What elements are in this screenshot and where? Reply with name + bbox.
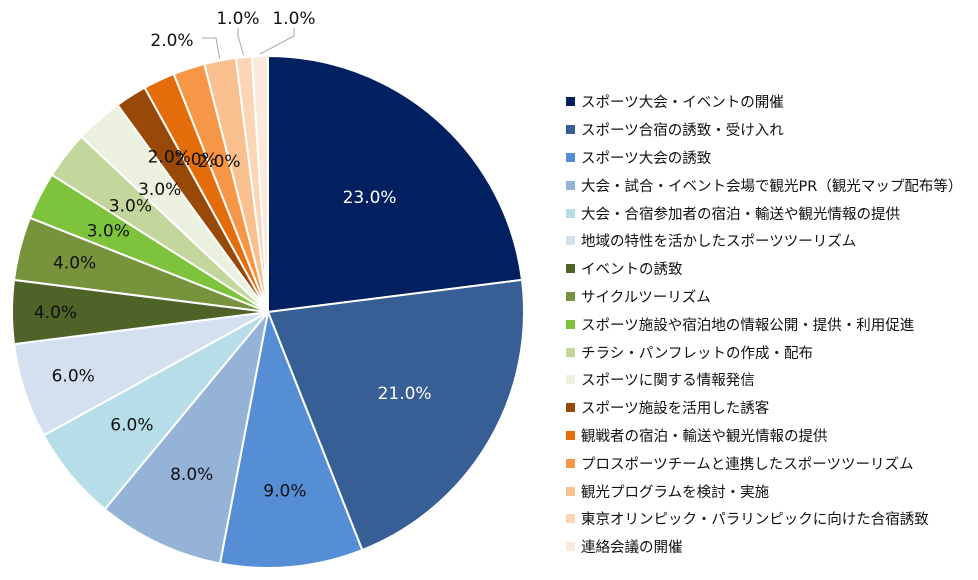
legend-swatch	[566, 236, 575, 246]
legend-label: サイクルツーリズム	[581, 289, 711, 306]
legend-item: スポーツ施設を活用した誘客	[566, 394, 962, 422]
legend-item: スポーツ大会の誘致	[566, 144, 962, 172]
legend-swatch	[566, 208, 575, 218]
pie-slice	[267, 54, 524, 314]
legend-item: 連絡会議の開催	[566, 533, 962, 561]
data-label: 21.0%	[378, 384, 432, 404]
data-label: 2.0%	[148, 147, 191, 167]
pie-slice	[218, 308, 364, 569]
leader-line	[237, 28, 245, 56]
legend-item: イベントの誘致	[566, 255, 962, 283]
data-label: 1.0%	[216, 9, 259, 29]
legend-swatch	[566, 458, 575, 468]
legend-item: スポーツ施設や宿泊地の情報公開・提供・利用促進	[566, 310, 962, 338]
data-label: 23.0%	[343, 188, 397, 208]
legend-label: スポーツ合宿の誘致・受け入れ	[581, 123, 784, 140]
legend-label: スポーツに関する情報発信	[581, 373, 755, 390]
data-label: 4.0%	[53, 253, 96, 273]
legend-swatch	[566, 403, 575, 413]
legend-label: スポーツ施設や宿泊地の情報公開・提供・利用促進	[581, 317, 915, 334]
legend-swatch	[566, 97, 575, 107]
data-label: 2.0%	[174, 150, 217, 170]
legend-swatch	[566, 347, 575, 357]
pie-slice	[103, 311, 269, 565]
pie-slices	[11, 54, 525, 569]
legend-item: 東京オリンピック・パラリンピックに向けた合宿誘致	[566, 505, 962, 533]
data-label: 3.0%	[87, 222, 130, 242]
legend-item: チラシ・パンフレットの作成・配布	[566, 338, 962, 366]
legend-swatch	[566, 514, 575, 524]
data-label: 8.0%	[170, 465, 213, 485]
data-label: 2.0%	[197, 152, 240, 172]
legend-item: スポーツ大会・イベントの開催	[566, 88, 962, 116]
legend-swatch	[566, 319, 575, 329]
data-label: 9.0%	[263, 481, 306, 501]
legend-label: 観光プログラムを検討・実施	[581, 484, 770, 501]
legend-label: 地域の特性を活かしたスポーツツーリズム	[581, 234, 857, 251]
data-label: 6.0%	[52, 366, 95, 386]
legend-label: スポーツ大会の誘致	[581, 150, 712, 167]
legend-label: スポーツ施設を活用した誘客	[581, 401, 770, 418]
data-label: 6.0%	[110, 416, 153, 436]
legend-label: スポーツ大会・イベントの開催	[581, 95, 784, 112]
legend-item: スポーツに関する情報発信	[566, 366, 962, 394]
legend-swatch	[566, 542, 575, 552]
legend-swatch	[566, 375, 575, 385]
data-label: 3.0%	[138, 180, 181, 200]
legend: スポーツ大会・イベントの開催 スポーツ合宿の誘致・受け入れ スポーツ大会の誘致大会・…	[566, 88, 962, 561]
legend-swatch	[566, 486, 575, 496]
pie-slice	[266, 278, 525, 552]
legend-swatch	[566, 291, 575, 301]
legend-label: 東京オリンピック・パラリンピックに向けた合宿誘致	[581, 512, 929, 529]
legend-item: 地域の特性を活かしたスポーツツーリズム	[566, 227, 962, 255]
legend-swatch	[566, 430, 575, 440]
legend-item: プロスポーツチームと連携したスポーツツーリズム	[566, 449, 962, 477]
legend-label: イベントの誘致	[581, 262, 683, 279]
leader-lines	[202, 28, 295, 59]
legend-item: 観光プログラムを検討・実施	[566, 477, 962, 505]
legend-label: 観戦者の宿泊・輸送や観光情報の提供	[581, 428, 828, 445]
legend-item: 大会・試合・イベント会場で観光PR（観光マップ配布等）	[566, 171, 962, 199]
pie-slice	[250, 54, 269, 313]
data-label: 3.0%	[109, 196, 152, 216]
legend-label: 大会・試合・イベント会場で観光PR（観光マップ配布等）	[581, 178, 963, 195]
legend-swatch	[566, 180, 575, 190]
legend-item: 大会・合宿参加者の宿泊・輸送や観光情報の提供	[566, 199, 962, 227]
data-label: 1.0%	[272, 9, 315, 29]
legend-label: 大会・合宿参加者の宿泊・輸送や観光情報の提供	[581, 206, 900, 223]
legend-label: プロスポーツチームと連携したスポーツツーリズム	[581, 456, 914, 473]
legend-swatch	[566, 264, 575, 274]
legend-item: 観戦者の宿泊・輸送や観光情報の提供	[566, 422, 962, 450]
data-label: 4.0%	[34, 303, 77, 323]
legend-swatch	[566, 125, 575, 135]
leader-line	[202, 37, 221, 59]
leader-line	[259, 28, 295, 55]
legend-item: スポーツ合宿の誘致・受け入れ	[566, 116, 962, 144]
data-labels: 23.0%21.0%9.0%8.0%6.0%6.0%4.0%4.0%3.0%3.…	[34, 9, 432, 501]
legend-swatch	[566, 152, 575, 162]
legend-label: 連絡会議の開催	[581, 540, 683, 557]
legend-label: チラシ・パンフレットの作成・配布	[581, 345, 813, 362]
legend-item: サイクルツーリズム	[566, 283, 962, 311]
data-label: 2.0%	[150, 31, 193, 51]
